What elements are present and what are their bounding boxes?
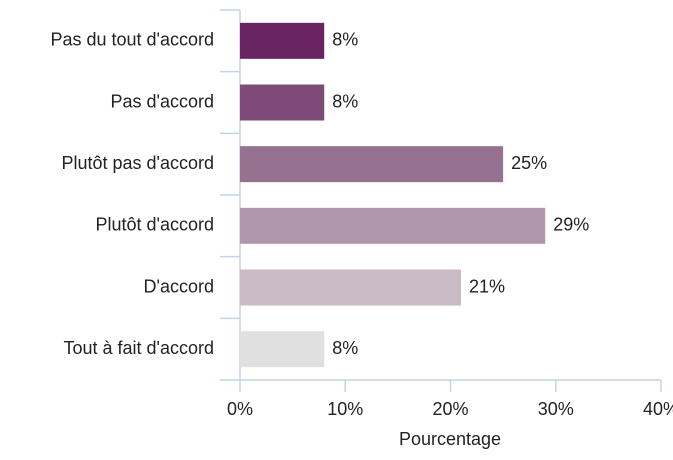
y-tick-label: Plutôt pas d'accord xyxy=(61,153,214,173)
y-tick-label: Tout à fait d'accord xyxy=(63,338,214,358)
value-label: 8% xyxy=(332,338,358,358)
bar xyxy=(240,22,325,59)
x-tick-label: 30% xyxy=(538,399,574,419)
bar xyxy=(240,146,504,183)
y-tick-label: Pas d'accord xyxy=(111,91,215,111)
bar xyxy=(240,84,325,121)
x-tick-label: 20% xyxy=(432,399,468,419)
value-label: 29% xyxy=(553,215,589,235)
y-tick-label: Pas du tout d'accord xyxy=(50,30,214,50)
value-label: 25% xyxy=(511,153,547,173)
value-label: 8% xyxy=(332,30,358,50)
x-tick-label: 10% xyxy=(327,399,363,419)
x-tick-label: 40% xyxy=(643,399,673,419)
bar xyxy=(240,269,462,306)
x-axis-label: Pourcentage xyxy=(399,429,501,449)
value-label: 21% xyxy=(469,276,505,296)
bar xyxy=(240,207,546,244)
x-tick-label: 0% xyxy=(227,399,253,419)
y-tick-label: D'accord xyxy=(144,276,214,296)
bar xyxy=(240,331,325,368)
y-tick-label: Plutôt d'accord xyxy=(95,215,214,235)
value-label: 8% xyxy=(332,91,358,111)
